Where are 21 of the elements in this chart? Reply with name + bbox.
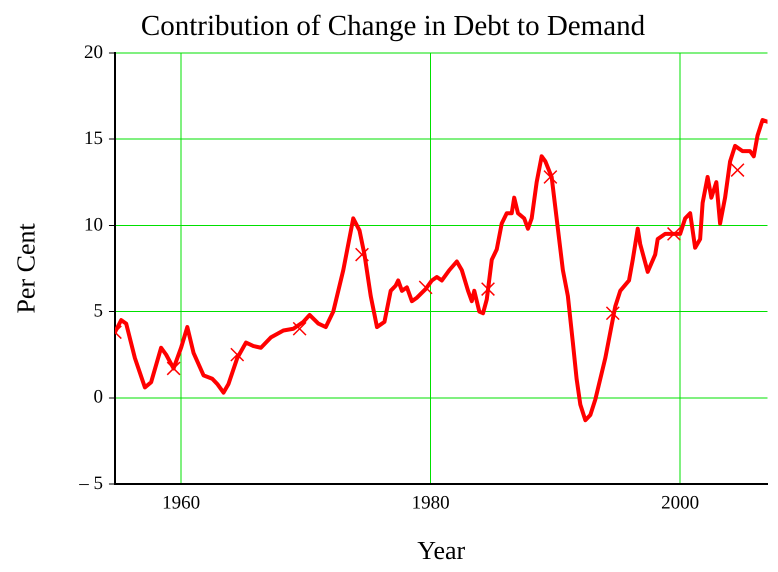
y-tick-label: 15: [84, 128, 103, 150]
y-tick-label: 20: [84, 42, 103, 63]
point: [666, 226, 682, 242]
point: [292, 322, 307, 336]
y-tick-label: 0: [93, 386, 103, 408]
x-tick-label: 1960: [162, 492, 200, 514]
y-tick-label: 10: [84, 214, 103, 236]
y-tick-label: 5: [93, 300, 103, 322]
point: [480, 282, 496, 296]
point: [730, 162, 745, 178]
y-axis-title: Per Cent: [11, 222, 40, 314]
x-tick-label: 1980: [412, 492, 450, 514]
y-tick-label: – 5: [78, 472, 103, 494]
x-tick-label: 2000: [661, 492, 700, 514]
chart-title: Contribution of Change in Debt to Demand: [140, 10, 646, 42]
point: [606, 306, 620, 320]
point: [354, 247, 370, 262]
point: [166, 361, 181, 376]
x-axis-title: Year: [417, 536, 466, 566]
point: [230, 348, 244, 362]
point: [543, 170, 558, 184]
